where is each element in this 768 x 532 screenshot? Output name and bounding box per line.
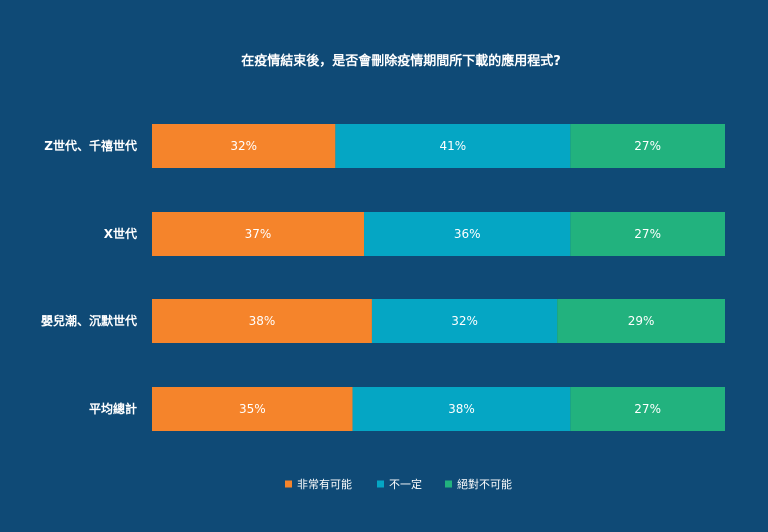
legend-swatch [445, 480, 452, 488]
legend-swatch [285, 480, 292, 488]
bar-row: X世代 37% 36% 27% [104, 212, 725, 256]
legend-label: 非常有可能 [297, 477, 352, 491]
bars-layer: Z世代、千禧世代 32% 41% 27% X世代 37% 36% 27% 嬰兒潮、沉默世代 38%… [41, 124, 725, 431]
legend-label: 不一定 [389, 477, 422, 491]
bar-segment [152, 124, 336, 168]
bar-segment [570, 387, 725, 431]
category-label: Z世代、千禧世代 [44, 138, 137, 153]
legend-item: 不一定 [377, 477, 422, 491]
data-label: 32% [451, 314, 478, 328]
bar-segment [557, 299, 725, 343]
bar-segment [371, 299, 558, 343]
category-label: X世代 [104, 226, 137, 241]
legend-swatch [377, 480, 384, 488]
bar-segment [570, 124, 725, 168]
legend-label: 絕對不可能 [457, 477, 512, 491]
data-label: 38% [448, 402, 475, 416]
bar-segment [335, 124, 571, 168]
data-label: 35% [239, 402, 266, 416]
chart-title: 在疫情結束後，是否會刪除疫情期間所下載的應用程式? [241, 53, 561, 69]
data-label: 27% [634, 139, 661, 153]
data-label: 38% [249, 314, 276, 328]
bar-segment [570, 212, 725, 256]
bar-segment [364, 212, 571, 256]
data-label: 27% [634, 402, 661, 416]
bar-segment [152, 212, 365, 256]
data-label: 36% [454, 227, 481, 241]
data-label: 32% [230, 139, 257, 153]
legend-item: 絕對不可能 [445, 477, 512, 491]
bar-row: Z世代、千禧世代 32% 41% 27% [44, 124, 725, 168]
bar-segment [152, 299, 372, 343]
data-label: 27% [634, 227, 661, 241]
bar-row: 平均總計 35% 38% 27% [89, 387, 725, 431]
category-label: 平均總計 [89, 401, 137, 416]
legend-item: 非常有可能 [285, 477, 352, 491]
legend: 非常有可能 不一定 絕對不可能 [285, 477, 512, 491]
data-label: 37% [245, 227, 272, 241]
bar-segment [152, 387, 353, 431]
data-label: 29% [628, 314, 655, 328]
data-label: 41% [439, 139, 466, 153]
category-label: 嬰兒潮、沉默世代 [41, 313, 137, 328]
bar-segment [352, 387, 571, 431]
bar-row: 嬰兒潮、沉默世代 38% 32% 29% [41, 299, 725, 343]
